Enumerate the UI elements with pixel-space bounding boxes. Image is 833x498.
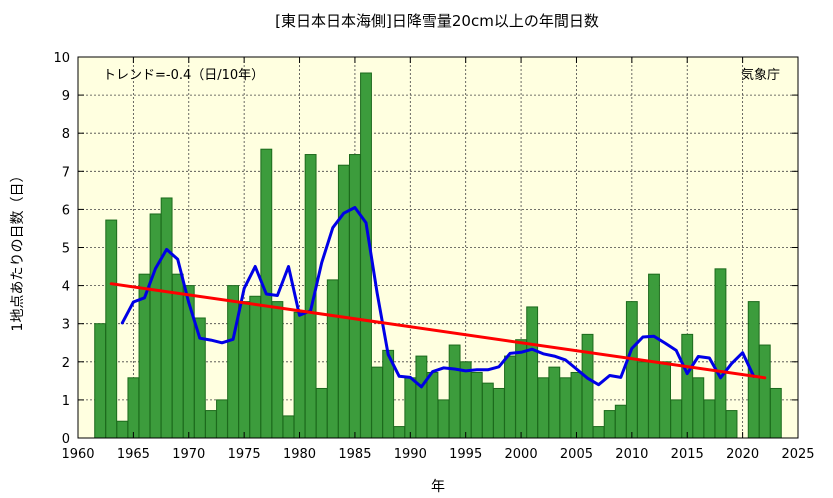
bar [326,279,339,439]
bar [459,361,472,439]
bar [238,301,251,439]
bar [171,273,184,439]
x-axis-ticks: 1960 1965 1970 1975 1980 1985 1990 1995 2000 2005… [61,57,815,462]
x-tick-label: 1990 [394,447,427,462]
bar [559,377,572,439]
bar [537,377,550,439]
x-tick-label: 1960 [61,447,94,462]
x-axis-label: 年 [431,479,445,495]
chart-title: [東日本日本海側]日降雪量20cm以上の年間日数 [275,12,599,30]
bar [282,415,295,439]
y-tick-label: 10 [53,51,70,66]
bar [249,295,262,439]
bar [636,361,649,439]
bar [725,410,738,439]
bar [659,361,672,439]
y-tick-label: 0 [62,432,70,447]
y-tick-label: 2 [62,356,70,371]
bar [648,273,660,439]
bar [481,382,494,439]
bar [548,366,561,439]
y-tick-label: 3 [62,318,70,333]
bar [714,268,727,439]
bar [415,355,428,439]
bar [371,366,384,439]
x-tick-label: 1980 [283,447,316,462]
bar [526,306,539,439]
bar [670,399,683,439]
bar [127,377,140,439]
x-tick-label: 1970 [172,447,205,462]
bar [570,371,583,439]
bar [515,339,528,439]
bar [504,355,516,439]
bar [149,213,162,439]
y-tick-label: 6 [62,203,70,218]
x-tick-label: 1985 [338,447,371,462]
bar [437,399,450,439]
bar [758,344,771,439]
bar [227,285,240,439]
bar [204,410,217,439]
y-tick-label: 8 [62,127,70,142]
bar [492,387,505,439]
bar [581,333,594,439]
moving-average-line [120,206,756,389]
bar [703,399,716,439]
bar [448,344,461,439]
bar [769,387,782,439]
bar [426,371,439,439]
x-tick-label: 2015 [671,447,704,462]
x-tick-label: 1965 [117,447,150,462]
trend-line [109,282,767,380]
bar [182,285,195,439]
y-axis-ticks: 0 1 2 3 4 5 6 7 8 9 10 [53,51,798,447]
bar [315,387,328,439]
bar [105,219,118,439]
x-tick-label: 2000 [505,447,538,462]
bar [271,301,284,439]
bar [603,410,616,439]
source-label: 気象庁 [741,67,780,83]
bar [470,371,483,439]
bar [625,301,638,439]
x-tick-label: 2010 [615,447,648,462]
bar [681,333,694,439]
bar [94,323,107,439]
trend-annotation: トレンド=-0.4（日/10年） [103,68,264,83]
x-tick-label: 2025 [781,447,814,462]
bar [348,154,361,439]
bar [404,377,417,439]
bar [393,426,406,439]
y-tick-label: 7 [62,165,70,180]
bar [216,399,228,439]
bar [692,377,705,439]
bar [116,420,129,439]
y-tick-label: 5 [62,242,70,257]
x-tick-label: 1995 [449,447,482,462]
bar [614,404,627,439]
x-tick-label: 2005 [560,447,593,462]
y-axis-label: 1地点あたりの日数（日） [10,169,26,332]
y-tick-label: 4 [62,280,70,295]
line-series [109,206,767,389]
bar [337,164,350,439]
x-tick-label: 2020 [726,447,759,462]
bar [160,197,173,439]
y-tick-label: 9 [62,89,70,104]
bar [293,311,306,439]
y-tick-label: 1 [62,394,70,409]
bar [592,426,605,439]
x-tick-label: 1975 [228,447,261,462]
